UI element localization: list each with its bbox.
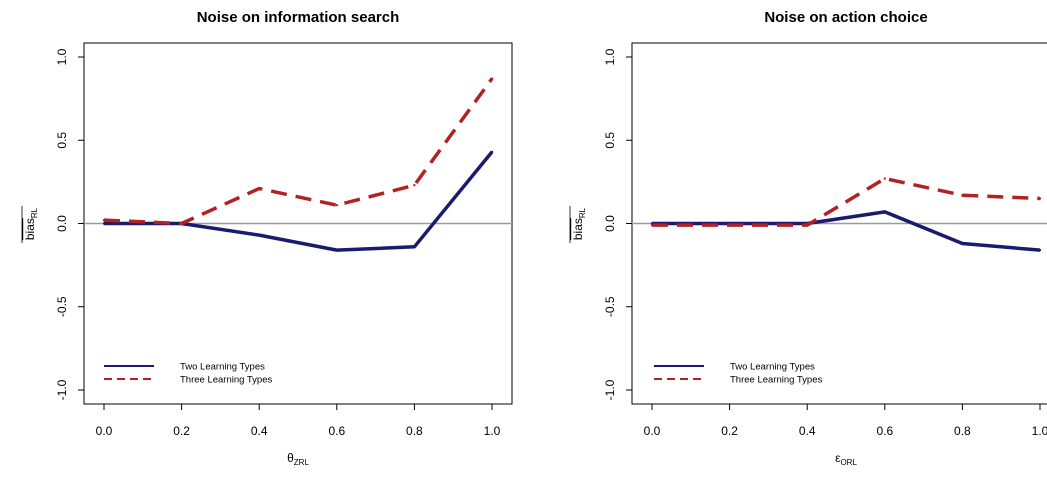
- y-axis-label: biasRL: [23, 207, 39, 240]
- data-point: [728, 223, 731, 227]
- y-tick-label: -1.0: [603, 379, 617, 400]
- legend-label-2: Three Learning Types: [730, 375, 822, 386]
- x-axis-label-main: θ: [287, 451, 294, 465]
- data-point: [258, 233, 261, 237]
- x-tick-label: 0.0: [96, 424, 113, 438]
- chart-title: Noise on information search: [197, 9, 400, 26]
- data-point: [490, 77, 494, 80]
- y-tick-label: -0.5: [603, 296, 617, 317]
- chart-panel-1: Noise on information search 0.0 0.2 0.4 0.6 0…: [21, 9, 513, 467]
- y-axis-label-subscript: RL: [30, 207, 39, 218]
- data-point: [102, 222, 106, 225]
- x-axis-label: εORL: [835, 451, 857, 467]
- legend-label-1: Two Learning Types: [730, 362, 815, 373]
- data-point: [883, 210, 886, 214]
- x-tick-label: 0.4: [799, 424, 816, 438]
- series-line-2: [103, 77, 494, 226]
- y-tick-label: 0.0: [55, 215, 69, 232]
- data-point: [806, 223, 809, 227]
- legend: Two Learning Types Three Learning Types: [654, 362, 822, 386]
- x-tick-label: 0.6: [328, 424, 345, 438]
- legend-label-2: Three Learning Types: [180, 375, 272, 386]
- y-tick-label: 1.0: [603, 48, 617, 65]
- data-point: [650, 223, 654, 227]
- series-line-2: [652, 176, 1041, 227]
- data-point: [258, 187, 261, 190]
- x-tick-label: 0.8: [954, 424, 971, 438]
- data-point: [413, 245, 416, 249]
- y-axis-label-subscript: RL: [578, 207, 587, 218]
- series-line-1: [652, 210, 1041, 252]
- y-tick-label: 1.0: [55, 48, 69, 65]
- y-tick-label: 0.0: [603, 215, 617, 232]
- x-tick-label: 0.4: [251, 424, 268, 438]
- y-tick-label: -0.5: [55, 296, 69, 317]
- x-tick-label: 0.2: [173, 424, 190, 438]
- data-point: [413, 184, 416, 187]
- chart-title: Noise on action choice: [764, 9, 927, 26]
- data-point: [961, 193, 964, 197]
- y-tick-label: 0.5: [55, 132, 69, 149]
- data-point: [1038, 248, 1042, 252]
- data-point: [883, 177, 886, 180]
- y-tick-label: -1.0: [55, 379, 69, 400]
- legend-label-1: Two Learning Types: [180, 362, 265, 373]
- x-tick-label: 1.0: [1032, 424, 1047, 438]
- x-axis-label-subscript: ORL: [840, 458, 857, 467]
- x-axis-label-subscript: ZRL: [294, 458, 310, 467]
- y-axis-label-main: bias: [23, 218, 37, 240]
- x-axis-label-main: ε: [835, 451, 841, 465]
- x-tick-label: 0.0: [644, 424, 661, 438]
- y-axis-label: biasRL: [571, 207, 587, 240]
- data-point: [490, 150, 494, 154]
- x-tick-label: 1.0: [484, 424, 501, 438]
- chart-panel-2: Noise on action choice 0.0 0.2 0.4 0.6 0.8 1.0…: [569, 9, 1047, 467]
- data-point: [961, 242, 964, 245]
- data-point: [1038, 197, 1042, 200]
- x-tick-label: 0.2: [721, 424, 738, 438]
- y-axis-label-main: bias: [571, 218, 585, 240]
- data-point: [102, 218, 106, 222]
- x-tick-label: 0.6: [876, 424, 893, 438]
- legend: Two Learning Types Three Learning Types: [104, 362, 272, 386]
- data-point: [180, 222, 183, 225]
- y-tick-label: 0.5: [603, 132, 617, 149]
- x-tick-label: 0.8: [406, 424, 423, 438]
- series-line-1: [104, 150, 494, 252]
- data-point: [335, 203, 338, 207]
- data-point: [335, 248, 338, 252]
- x-axis-label: θZRL: [287, 451, 309, 467]
